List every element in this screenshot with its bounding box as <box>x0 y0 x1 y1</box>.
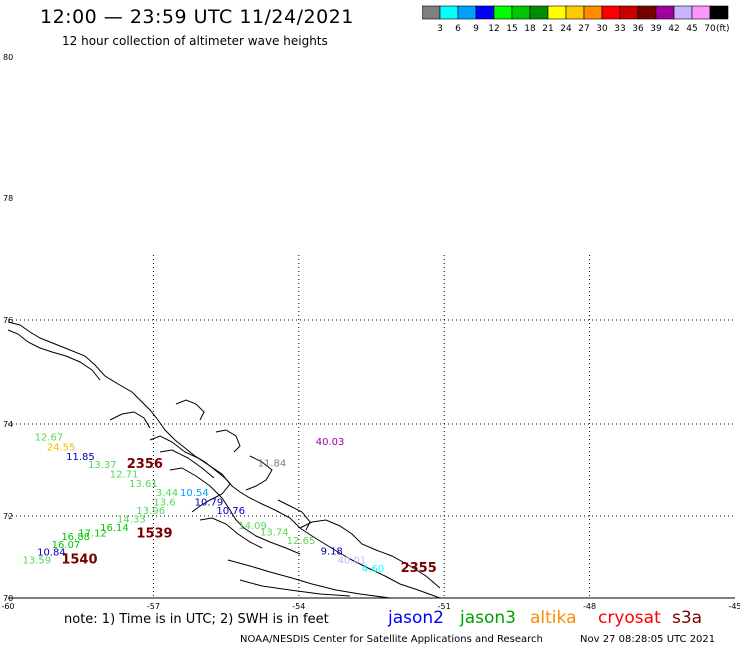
lat-tick-label: 76 <box>3 316 13 325</box>
wave-height-value: 12.71 <box>110 469 139 480</box>
wave-height-value: 3.44 <box>156 488 178 499</box>
wave-height-value: 13.96 <box>136 506 165 517</box>
wave-height-value: 10.84 <box>37 547 66 558</box>
color-tick-label: 24 <box>560 24 572 34</box>
color-swatch <box>475 5 495 20</box>
color-tick-label: 42 <box>668 24 679 34</box>
lat-tick-label: 78 <box>3 194 13 203</box>
wave-height-value: 16.14 <box>100 523 129 534</box>
wave-height-value: 12.67 <box>35 433 64 444</box>
lon-tick-label: -60 <box>1 602 14 611</box>
wave-height-value: 16.07 <box>52 540 81 551</box>
color-tick-label: 12 <box>488 24 499 34</box>
wave-height-value: 13.37 <box>88 460 117 471</box>
satellite-name-altika: altika <box>530 608 577 628</box>
color-swatch <box>655 5 675 20</box>
lon-tick-label: -48 <box>583 602 596 611</box>
credit-line: NOAA/NESDIS Center for Satellite Applica… <box>240 634 543 645</box>
color-tick-label: 6 <box>455 24 461 34</box>
satellite-name-cryosat: cryosat <box>598 608 661 628</box>
wave-height-value: 4.60 <box>362 564 384 575</box>
wave-height-value: 10.54 <box>180 488 209 499</box>
pass-time-label: 1539 <box>136 526 172 541</box>
color-swatch <box>583 5 603 20</box>
wave-height-value: 10.76 <box>216 506 245 517</box>
pass-time-label: 2356 <box>127 457 163 472</box>
lon-tick-label: -54 <box>292 602 305 611</box>
wave-height-value: 40.03 <box>316 437 345 448</box>
color-swatch <box>619 5 639 20</box>
wave-height-value: 11.84 <box>258 458 287 469</box>
wave-height-value: 14.09 <box>238 521 267 532</box>
color-swatch <box>601 5 621 20</box>
color-tick-label: 33 <box>614 24 625 34</box>
color-scale-legend: 3 6 9 12 15 18 21 24 27 30 33 36 39 42 45 70 (ft) <box>422 5 730 34</box>
lon-tick-label: -45 <box>728 602 740 611</box>
lat-tick-label: 74 <box>3 420 13 429</box>
color-tick-label: 39 <box>650 24 662 34</box>
color-tick-label: 30 <box>596 24 608 34</box>
color-swatch <box>691 5 711 20</box>
pass-time-label: 1540 <box>61 553 97 568</box>
lon-tick-label: -57 <box>147 602 160 611</box>
wave-height-value: 11.85 <box>66 452 95 463</box>
wave-height-value: 13.61 <box>129 479 158 490</box>
chart-subtitle: 12 hour collection of altimeter wave hei… <box>62 34 328 48</box>
wave-height-value: 14.33 <box>117 515 146 526</box>
color-swatch <box>673 5 693 20</box>
color-swatch <box>457 5 477 20</box>
wave-height-value: 10.79 <box>195 497 224 508</box>
lat-tick-label: 80 <box>3 53 13 62</box>
color-tick-label: 70 <box>704 24 716 34</box>
color-swatch <box>422 5 441 20</box>
color-swatch <box>637 5 657 20</box>
satellite-name-s3a: s3a <box>672 608 703 628</box>
wave-height-value: 13.59 <box>23 556 52 567</box>
color-tick-label: 27 <box>578 24 589 34</box>
axis-labels: 80 78 76 74 72 70-60 -57 -54 -51 -48 -45 <box>1 53 740 611</box>
wave-height-value: 13.74 <box>260 528 289 539</box>
color-tick-label: 21 <box>542 24 553 34</box>
lat-tick-label: 72 <box>3 512 13 521</box>
color-swatch <box>709 5 729 20</box>
color-tick-label: 18 <box>524 24 536 34</box>
graticule-grid <box>8 255 735 599</box>
footer-note: note: 1) Time is in UTC; 2) SWH is in fe… <box>64 612 329 627</box>
generated-timestamp: Nov 27 08:28:05 UTC 2021 <box>580 634 716 645</box>
lon-tick-label: -51 <box>438 602 451 611</box>
wave-height-value: 40.01 <box>338 556 367 567</box>
color-tick-label: 36 <box>632 24 644 34</box>
color-tick-label: 15 <box>506 24 517 34</box>
color-tick-label: 45 <box>686 24 697 34</box>
wave-height-value: 16.88 <box>61 532 90 543</box>
chart-title: 12:00 — 23:59 UTC 11/24/2021 <box>40 6 354 28</box>
pass-time-label: 2355 <box>401 561 437 576</box>
wave-height-value: 9.18 <box>321 547 343 558</box>
color-unit-label: (ft) <box>716 24 730 34</box>
color-swatch <box>547 5 567 20</box>
color-swatch <box>511 5 531 20</box>
wave-height-value: 13.6 <box>153 497 175 508</box>
color-swatch <box>565 5 585 20</box>
lat-tick-label: 70 <box>3 594 13 603</box>
color-swatch <box>529 5 549 20</box>
satellite-name-jason3: jason3 <box>460 608 516 628</box>
color-tick-label: 3 <box>437 24 443 34</box>
wave-height-value: 12.65 <box>287 536 316 547</box>
satellite-name-jason2: jason2 <box>388 608 444 628</box>
wave-height-value: 17.12 <box>78 529 107 540</box>
wave-height-value: 24.55 <box>47 443 76 454</box>
color-swatch <box>493 5 513 20</box>
color-tick-label: 9 <box>473 24 479 34</box>
greenland-coastline <box>7 321 441 599</box>
color-swatch <box>439 5 459 20</box>
